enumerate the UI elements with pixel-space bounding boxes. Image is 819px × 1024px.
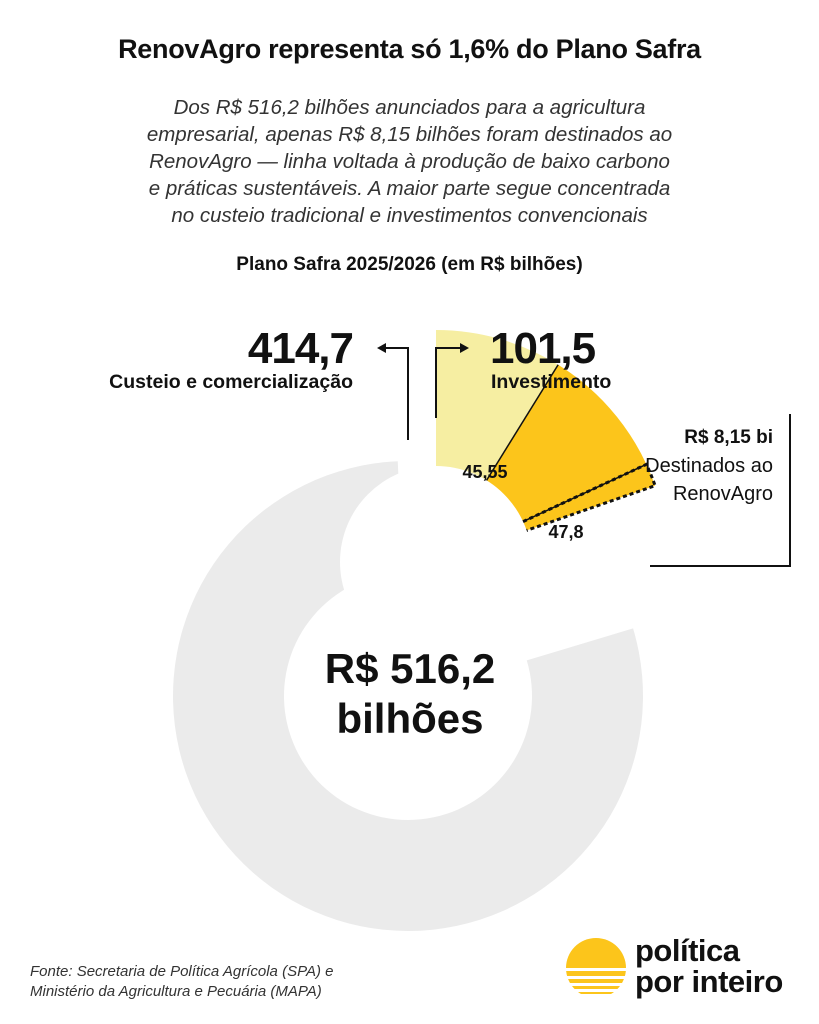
source-note: Fonte: Secretaria de Política Agrícola (…: [30, 962, 333, 1002]
chart-title: Plano Safra 2025/2026 (em R$ bilhões): [236, 254, 583, 275]
logo-text: política por inteiro: [635, 935, 783, 997]
inner-hole: [340, 466, 532, 658]
slice-divider: [485, 364, 559, 481]
source-line: Ministério da Agricultura e Pecuária (MA…: [30, 983, 322, 1000]
renovagro-outline: [522, 462, 657, 532]
custeio-value: 414,7: [247, 324, 354, 373]
page-title: RenovAgro representa só 1,6% do Plano Sa…: [118, 34, 701, 64]
brand-logo: política por inteiro: [565, 935, 805, 1005]
total-unit: bilhões: [336, 695, 484, 742]
slice-value-label: 45,55: [462, 462, 507, 482]
source-line: Fonte: Secretaria de Política Agrícola (…: [30, 963, 334, 980]
subtitle-line: empresarial, apenas R$ 8,15 bilhões fora…: [146, 123, 673, 146]
subtitle-line: RenovAgro — linha voltada à produção de …: [149, 150, 670, 173]
custeio-label: Custeio e comercialização: [109, 371, 353, 393]
subtitle-line: e práticas sustentáveis. A maior parte s…: [148, 177, 671, 200]
total-value: R$ 516,2: [324, 645, 496, 692]
renovagro-value: R$ 8,15 bi: [684, 427, 773, 448]
slice-value-label: 47,8: [548, 522, 583, 542]
custeio-slice: [172, 461, 643, 931]
renovagro-desc-line: Destinados ao: [645, 455, 773, 477]
page-subtitle: Dos R$ 516,2 bilhões anunciados para a a…: [95, 94, 724, 229]
total-label: R$ 516,2 bilhões: [250, 644, 570, 744]
investimento-value: 101,5: [490, 324, 596, 373]
subtitle-line: no custeio tradicional e investimentos c…: [171, 204, 648, 227]
sun-logo-icon: [566, 938, 626, 994]
subtitle-line: Dos R$ 516,2 bilhões anunciados para a a…: [173, 96, 646, 119]
investimento-arrow-icon: [460, 343, 469, 353]
renovagro-leader-line: [650, 414, 791, 567]
custeio-arrow-icon: [377, 343, 386, 353]
investimento-leader-line: [435, 347, 461, 418]
renovagro-annotation: R$ 8,15 bi Destinados ao RenovAgro: [645, 424, 773, 508]
custeio-leader-line: [385, 347, 409, 440]
investimento-label: Investimento: [491, 371, 612, 393]
logo-line: política: [635, 933, 740, 968]
renovagro-desc-line: RenovAgro: [672, 483, 773, 505]
logo-line: por inteiro: [635, 964, 783, 999]
